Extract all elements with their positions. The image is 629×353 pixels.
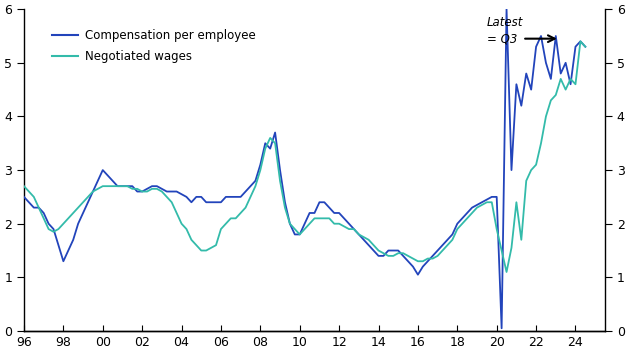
- Legend: Compensation per employee, Negotiated wages: Compensation per employee, Negotiated wa…: [47, 25, 260, 68]
- Text: Latest
= Q3: Latest = Q3: [487, 16, 523, 45]
